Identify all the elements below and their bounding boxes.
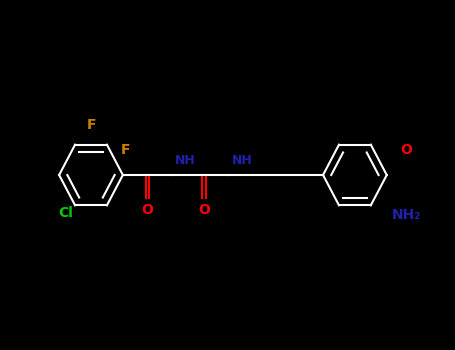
Text: NH₂: NH₂ <box>391 208 420 222</box>
Text: O: O <box>400 143 412 157</box>
Text: NH: NH <box>232 154 253 168</box>
Text: O: O <box>198 203 210 217</box>
Text: O: O <box>142 203 153 217</box>
Text: NH: NH <box>175 154 196 168</box>
Text: Cl: Cl <box>59 206 73 220</box>
Text: F: F <box>121 143 130 157</box>
Text: F: F <box>86 118 96 132</box>
